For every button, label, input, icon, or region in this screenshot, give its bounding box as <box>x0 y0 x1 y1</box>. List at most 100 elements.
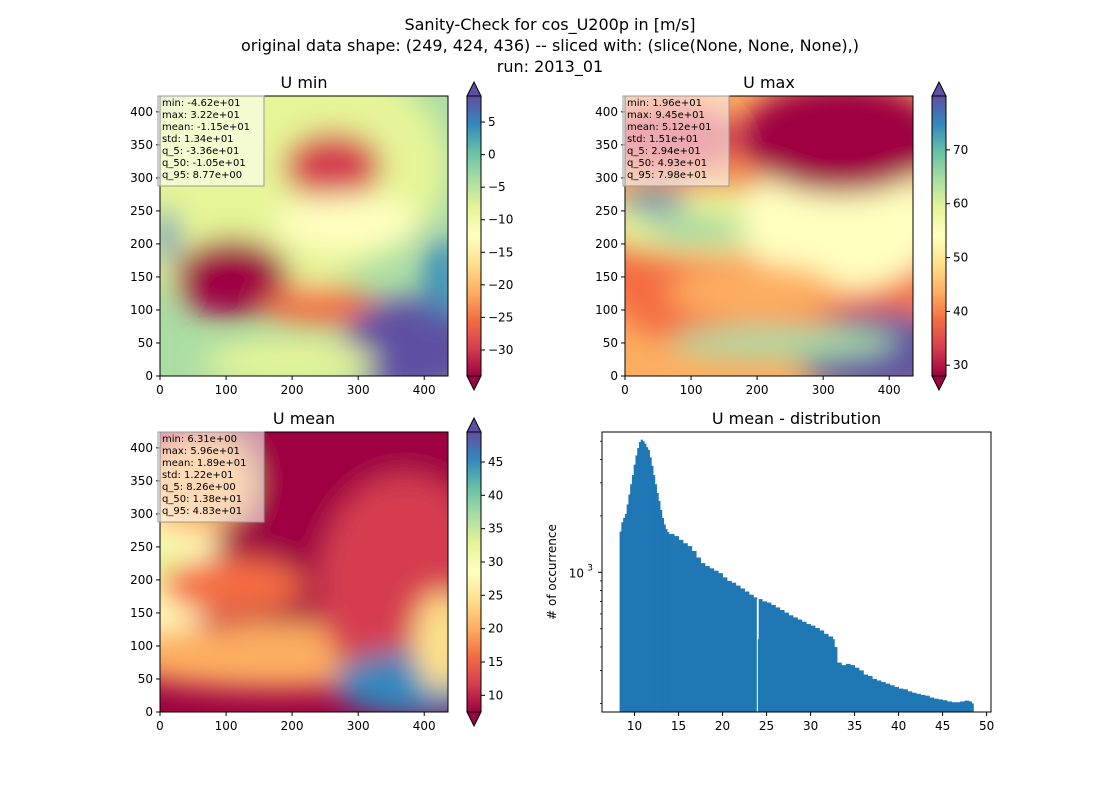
histogram-bar <box>801 621 807 712</box>
y-tick-label: 50 <box>603 336 618 350</box>
histogram-bar <box>637 448 640 712</box>
x-tick-label: 15 <box>671 719 686 733</box>
x-tick-label: 300 <box>812 383 835 397</box>
stats-line: q_50: 1.38e+01 <box>162 494 242 505</box>
y-tick-label: 10 <box>569 566 584 580</box>
histogram-bar <box>920 694 926 712</box>
histogram-bar <box>876 680 882 712</box>
histogram-bar <box>832 639 835 712</box>
colorbar-extend-top <box>931 80 947 97</box>
histogram-bar <box>946 701 952 712</box>
histogram-bar <box>624 513 628 712</box>
stats-line: mean: 5.12e+01 <box>627 122 711 133</box>
histogram-bar <box>929 697 935 712</box>
histogram-bar <box>898 688 904 712</box>
histogram-bar <box>863 674 869 712</box>
colorbar-tick-label: 70 <box>953 143 968 157</box>
histogram-bar <box>726 580 732 712</box>
colorbar-tick-label: −15 <box>488 245 513 259</box>
stats-box-background <box>157 95 265 187</box>
histogram-bar <box>788 615 794 712</box>
field-blob-4 <box>260 286 376 326</box>
stats-line: max: 5.96e+01 <box>162 446 240 457</box>
histogram-bar <box>635 455 638 712</box>
y-tick-label: 200 <box>130 573 153 587</box>
y-tick-label: 400 <box>130 441 153 455</box>
x-tick-label: 300 <box>347 383 370 397</box>
histogram-bar <box>748 594 754 712</box>
colorbar-tick-label: 40 <box>488 488 503 502</box>
histogram-bar <box>646 447 649 712</box>
colorbar-extend-bottom <box>931 375 947 392</box>
x-tick-label: 200 <box>746 383 769 397</box>
histogram-bar <box>960 701 965 712</box>
histogram-bar <box>756 639 760 712</box>
histogram-bar <box>810 625 816 712</box>
stats-line: min: 6.31e+00 <box>162 434 237 445</box>
histogram-bar <box>713 570 719 712</box>
histogram-bar <box>687 546 693 712</box>
figure-title-line-1: Sanity-Check for cos_U200p in [m/s] <box>404 15 696 34</box>
histogram-bar <box>784 612 789 712</box>
x-tick-label: 40 <box>891 719 906 733</box>
stats-line: std: 1.34e+01 <box>162 134 234 145</box>
field-blobs <box>625 96 913 376</box>
y-axis-label: # of occurrence <box>545 524 559 620</box>
histogram-bar <box>663 524 666 712</box>
histogram-bar <box>656 492 659 712</box>
histogram-bar <box>668 534 675 712</box>
histogram-bar <box>619 531 622 712</box>
y-tick-label: 300 <box>130 171 153 185</box>
histogram-bar <box>938 699 943 712</box>
histogram-bar <box>885 683 891 712</box>
histogram-bar <box>667 532 670 712</box>
histogram-bar <box>850 665 855 712</box>
stats-line: q_95: 7.98e+01 <box>627 170 707 181</box>
colorbar: 45 40 35 30 25 20 15 10 <box>466 416 503 728</box>
panel-title: U mean - distribution <box>712 409 881 428</box>
y-tick-label: 350 <box>595 138 618 152</box>
colorbar-tick-label: 25 <box>488 588 503 602</box>
colorbar-tick-label: 0 <box>488 148 496 162</box>
stats-line: std: 1.51e+01 <box>627 134 699 145</box>
y-tick-label: 300 <box>595 171 618 185</box>
axes-frame <box>624 95 914 377</box>
x-tick-label: 25 <box>759 719 774 733</box>
field-blob-2 <box>174 238 290 318</box>
y-tick-label: 250 <box>595 204 618 218</box>
histogram-bar <box>735 585 741 712</box>
histogram-panel: U mean - distribution 10 15 20 25 30 35 40 45 50 1… <box>545 409 994 733</box>
histogram-bars <box>619 439 974 712</box>
histogram-bar <box>797 619 803 712</box>
colorbar-extend-top <box>466 80 482 97</box>
y-tick-label: 150 <box>130 270 153 284</box>
y-tick-label: 150 <box>595 270 618 284</box>
x-tick-label: 300 <box>347 719 370 733</box>
figure-title-line-2: original data shape: (249, 424, 436) -- … <box>241 36 859 55</box>
x-tick-label: 0 <box>621 383 629 397</box>
stats-line: q_95: 4.83e+01 <box>162 506 242 517</box>
histogram-bar <box>640 439 643 712</box>
histogram-bar <box>867 676 873 712</box>
x-tick-label: 50 <box>979 719 994 733</box>
stats-line: q_95: 8.77e+00 <box>162 170 242 181</box>
histogram-bar <box>828 636 833 712</box>
histogram-bar <box>762 601 767 712</box>
histogram-bar <box>907 691 913 712</box>
y-tick-label: 200 <box>595 237 618 251</box>
histogram-bar <box>845 663 851 712</box>
field-blob-8 <box>160 558 304 614</box>
histogram-bar <box>819 630 825 712</box>
colorbar-tick-label: 40 <box>953 304 968 318</box>
heatmap-panel-2: U max 0 100 200 300 400 0 50 100 150 200 250 300 350 4… <box>595 73 968 397</box>
panel-title: U max <box>743 73 795 92</box>
colorbar: 5 0 −5 −10 −15 −20 −25 −30 <box>466 80 513 392</box>
histogram-bar <box>682 543 688 712</box>
colorbar-tick-label: 30 <box>953 358 968 372</box>
histogram-bar <box>674 536 679 712</box>
histogram-bar <box>630 484 633 712</box>
colorbar-gradient <box>467 96 481 376</box>
